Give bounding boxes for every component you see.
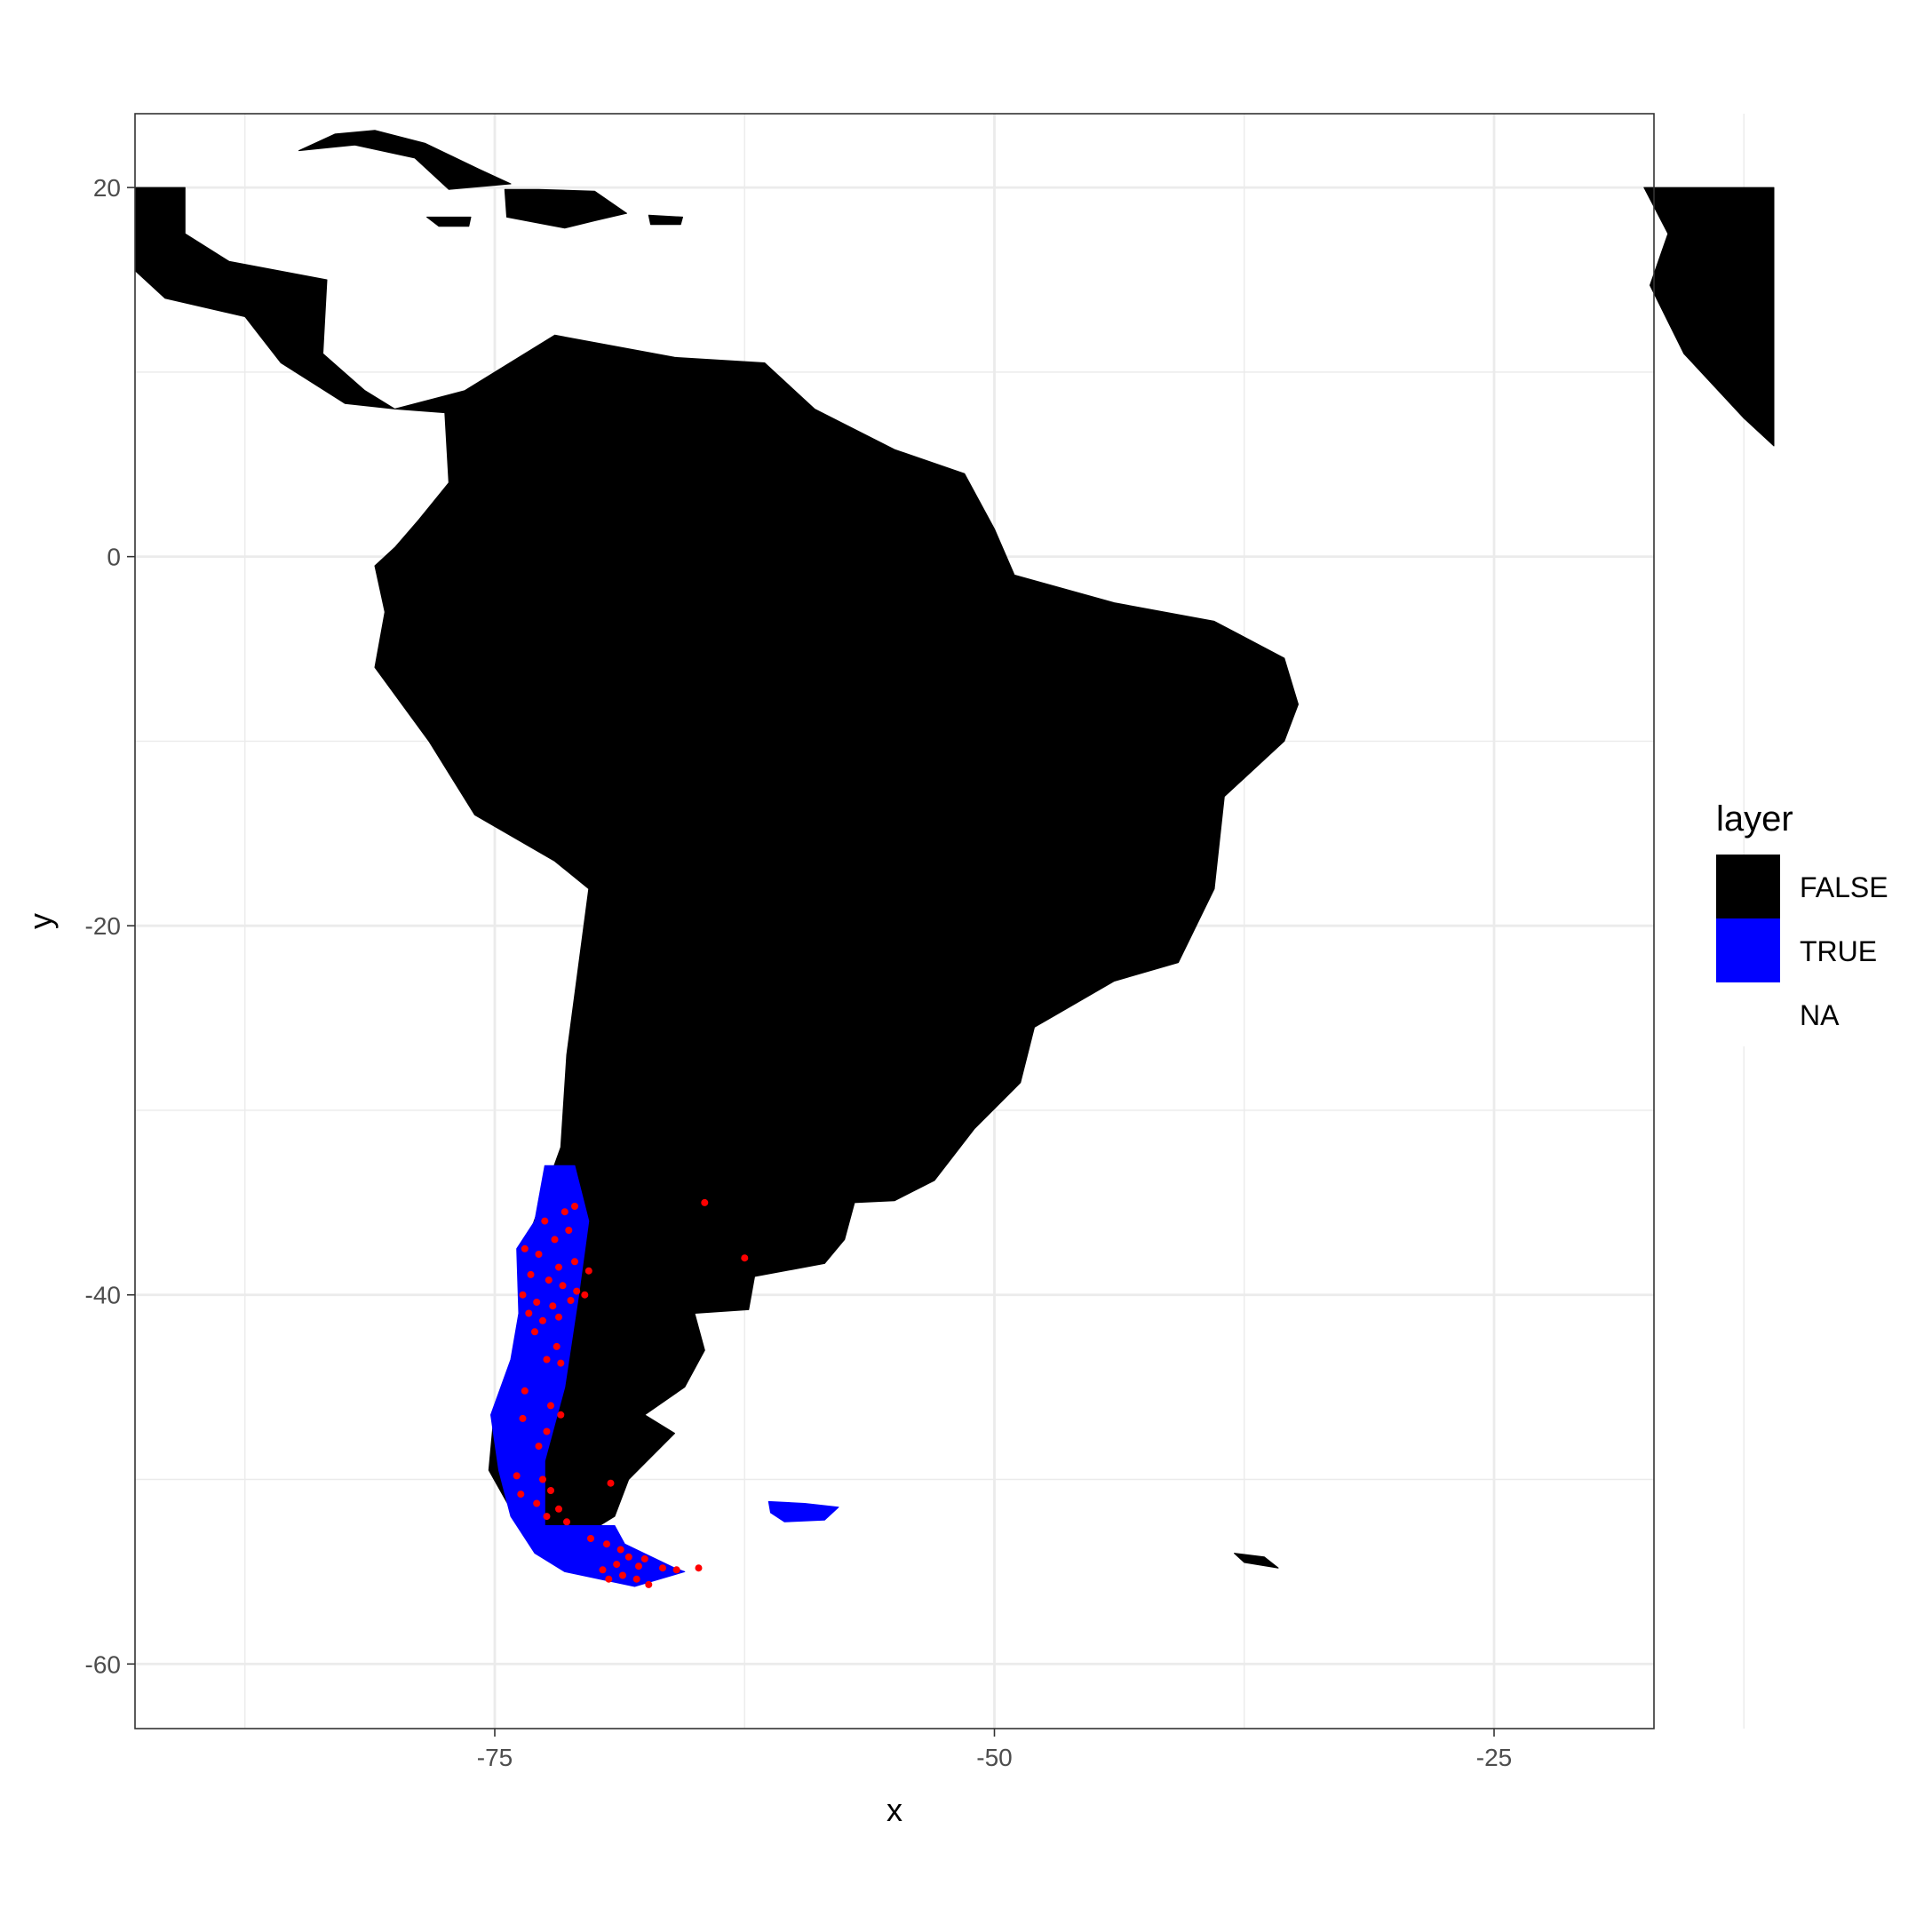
occurrence-point: [539, 1475, 546, 1483]
y-tick-label: 20: [93, 174, 121, 202]
occurrence-point: [547, 1402, 554, 1410]
occurrence-point: [541, 1217, 549, 1225]
occurrence-points: [513, 1198, 749, 1588]
occurrence-point: [573, 1287, 581, 1295]
puerto-rico-island: [648, 214, 683, 226]
occurrence-point: [619, 1571, 626, 1579]
legend: layer FALSE TRUE NA: [1716, 799, 1888, 1046]
africa-land: [1643, 187, 1775, 447]
occurrence-point: [543, 1356, 551, 1364]
occurrence-point: [521, 1387, 529, 1395]
occurrence-point: [607, 1479, 615, 1487]
occurrence-point: [565, 1227, 573, 1234]
occurrence-point: [551, 1236, 559, 1244]
occurrence-point: [553, 1342, 561, 1350]
occurrence-point: [527, 1270, 535, 1278]
occurrence-point: [616, 1546, 624, 1554]
central-america-land: [134, 187, 395, 409]
occurrence-point: [640, 1554, 648, 1562]
occurrence-point: [659, 1564, 666, 1572]
y-axis-title: y: [22, 913, 59, 929]
occurrence-point: [555, 1263, 562, 1271]
y-tick-label: -40: [85, 1282, 121, 1309]
occurrence-point: [624, 1553, 632, 1561]
occurrence-point: [513, 1472, 521, 1480]
legend-label-false: FALSE: [1800, 871, 1888, 903]
occurrence-point: [632, 1575, 640, 1583]
occurrence-point: [701, 1198, 709, 1206]
x-tick-label: -50: [976, 1744, 1012, 1771]
occurrence-point: [695, 1564, 703, 1572]
legend-label-na: NA: [1800, 999, 1840, 1031]
y-tick-label: 0: [107, 544, 121, 571]
occurrence-point: [549, 1302, 557, 1310]
occurrence-point: [555, 1313, 562, 1321]
hispaniola-island: [504, 188, 627, 229]
occurrence-point: [543, 1513, 551, 1521]
occurrence-point: [555, 1505, 562, 1513]
occurrence-point: [613, 1561, 621, 1569]
falklands-range-region: [767, 1500, 839, 1523]
occurrence-point: [557, 1359, 565, 1367]
occurrence-point: [561, 1208, 568, 1216]
map-layer: [134, 130, 1775, 1587]
occurrence-point: [559, 1282, 567, 1290]
occurrence-point: [533, 1499, 541, 1507]
legend-key-false: [1716, 855, 1780, 918]
occurrence-point: [567, 1297, 575, 1304]
occurrence-point: [525, 1309, 533, 1317]
legend-key-na: [1716, 982, 1780, 1046]
occurrence-point: [599, 1566, 607, 1574]
occurrence-point: [539, 1316, 546, 1324]
occurrence-point: [571, 1203, 578, 1210]
occurrence-point: [533, 1299, 541, 1306]
occurrence-point: [571, 1258, 578, 1266]
occurrence-point: [517, 1491, 525, 1499]
x-tick-label: -25: [1476, 1744, 1512, 1771]
occurrence-point: [584, 1267, 592, 1275]
panel-border: [134, 113, 1655, 1729]
occurrence-point: [519, 1291, 527, 1299]
axis-ticks: -75 -50 -25 20 0 -20 -40 -60: [85, 174, 1513, 1771]
legend-key-true: [1716, 918, 1780, 982]
occurrence-point: [581, 1291, 589, 1299]
occurrence-point: [535, 1251, 543, 1258]
occurrence-point: [672, 1566, 680, 1574]
occurrence-point: [535, 1443, 543, 1451]
x-tick-label: -75: [477, 1744, 513, 1771]
occurrence-point: [531, 1328, 538, 1336]
cuba-island: [298, 130, 512, 190]
legend-label-true: TRUE: [1800, 935, 1877, 967]
south-georgia-island: [1234, 1553, 1279, 1569]
occurrence-point: [563, 1518, 570, 1526]
jamaica-island: [426, 216, 472, 227]
occurrence-point: [603, 1540, 610, 1548]
patagonia-range-region: [490, 1165, 686, 1587]
legend-title: layer: [1716, 799, 1793, 839]
occurrence-point: [547, 1487, 554, 1494]
occurrence-point: [741, 1254, 749, 1262]
occurrence-point: [521, 1244, 529, 1252]
occurrence-point: [557, 1411, 565, 1419]
occurrence-point: [635, 1562, 642, 1570]
occurrence-point: [543, 1427, 551, 1435]
south-america-land: [374, 334, 1299, 1545]
occurrence-point: [587, 1535, 594, 1542]
occurrence-point: [645, 1580, 653, 1588]
x-axis-title: x: [886, 1792, 902, 1828]
occurrence-point: [545, 1276, 553, 1284]
y-tick-label: -60: [85, 1650, 121, 1678]
occurrence-point: [519, 1414, 527, 1422]
y-tick-label: -20: [85, 912, 121, 940]
occurrence-point: [605, 1575, 613, 1583]
